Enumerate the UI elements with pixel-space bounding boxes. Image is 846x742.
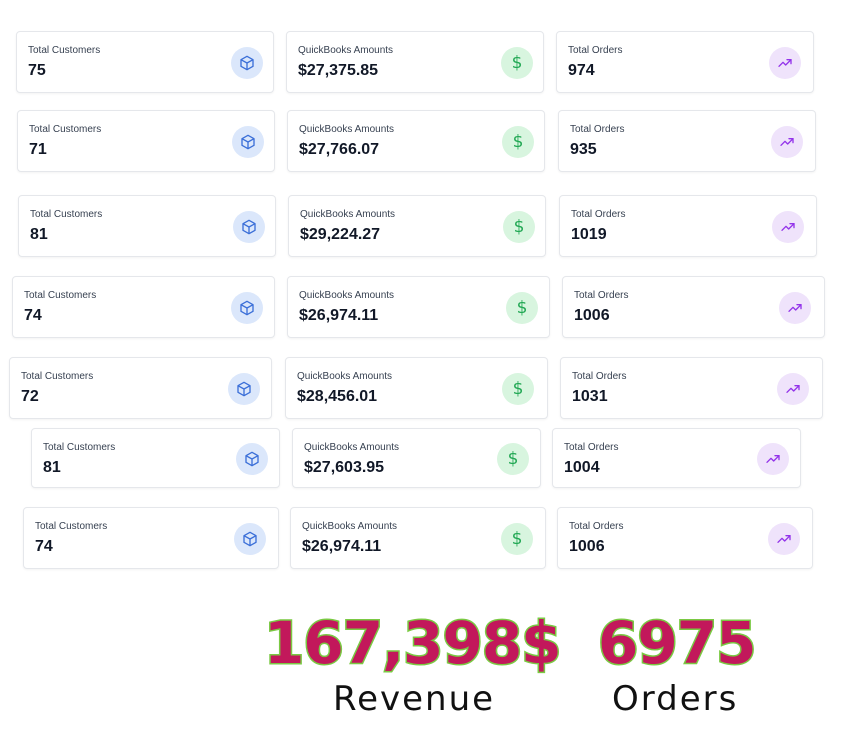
amount-card-title: QuickBooks Amounts <box>300 209 396 220</box>
customers-card-title: Total Customers <box>28 45 101 56</box>
orders-card-value: 1019 <box>571 226 607 243</box>
amount-card-value: $27,375.85 <box>298 62 379 79</box>
amount-card-value: $26,974.11 <box>302 538 382 555</box>
orders-total: 6975 <box>596 609 757 677</box>
amount-card: QuickBooks Amounts $26,974.11 $ <box>290 507 546 569</box>
orders-card-value: 1004 <box>564 459 600 476</box>
amount-card-title: QuickBooks Amounts <box>302 521 398 532</box>
customers-card-title: Total Customers <box>35 521 108 532</box>
customers-card-value: 72 <box>21 388 39 405</box>
trending-up-icon <box>768 523 800 555</box>
customers-card-title: Total Customers <box>21 371 94 382</box>
orders-card: Total Orders 1019 <box>559 195 817 257</box>
amount-card: QuickBooks Amounts $29,224.27 $ <box>288 195 546 257</box>
dollar-icon: $ <box>503 211 535 243</box>
customers-card-value: 81 <box>30 226 48 243</box>
customers-card-title: Total Customers <box>29 124 102 135</box>
customers-card: Total Customers 81 <box>31 428 280 488</box>
orders-card-title: Total Orders <box>574 290 629 301</box>
customers-card: Total Customers 75 <box>16 31 274 93</box>
orders-card-title: Total Orders <box>571 209 626 220</box>
trending-up-icon <box>771 126 803 158</box>
customers-card: Total Customers 72 <box>9 357 272 419</box>
customers-card-title: Total Customers <box>24 290 97 301</box>
customers-card-value: 74 <box>35 538 53 555</box>
orders-card-value: 1006 <box>574 307 610 324</box>
orders-card: Total Orders 1031 <box>560 357 823 419</box>
orders-card-value: 935 <box>570 141 597 158</box>
customers-card-value: 81 <box>43 459 61 476</box>
orders-card-title: Total Orders <box>568 45 623 56</box>
amount-card-title: QuickBooks Amounts <box>298 45 394 56</box>
amount-card-value: $28,456.01 <box>297 388 378 405</box>
orders-card-title: Total Orders <box>570 124 625 135</box>
customers-card-value: 71 <box>29 141 47 158</box>
customers-card: Total Customers 81 <box>18 195 276 257</box>
dollar-icon: $ <box>497 443 529 475</box>
dollar-icon: $ <box>501 47 533 79</box>
trending-up-icon <box>757 443 789 475</box>
trending-up-icon <box>779 292 811 324</box>
amount-card-title: QuickBooks Amounts <box>299 290 395 301</box>
amount-card-title: QuickBooks Amounts <box>304 442 400 453</box>
orders-card-title: Total Orders <box>569 521 624 532</box>
customers-card: Total Customers 74 <box>12 276 275 338</box>
dollar-icon: $ <box>506 292 538 324</box>
box-icon <box>236 443 268 475</box>
customers-card: Total Customers 71 <box>17 110 275 172</box>
customers-card-value: 74 <box>24 307 42 324</box>
amount-card: QuickBooks Amounts $27,766.07 $ <box>287 110 545 172</box>
orders-card: Total Orders 935 <box>558 110 816 172</box>
amount-card: QuickBooks Amounts $27,603.95 $ <box>292 428 541 488</box>
revenue-caption: Revenue <box>333 679 496 719</box>
customers-card: Total Customers 74 <box>23 507 279 569</box>
amount-card-value: $29,224.27 <box>300 226 381 243</box>
box-icon <box>231 292 263 324</box>
dollar-icon: $ <box>502 373 534 405</box>
orders-card-value: 1031 <box>572 388 608 405</box>
amount-card: QuickBooks Amounts $28,456.01 $ <box>285 357 548 419</box>
orders-card-title: Total Orders <box>572 371 627 382</box>
amount-card-value: $27,766.07 <box>299 141 380 158</box>
orders-card-value: 974 <box>568 62 595 79</box>
orders-card-title: Total Orders <box>564 442 619 453</box>
revenue-total: 167,398$ <box>263 609 564 677</box>
amount-card-value: $27,603.95 <box>304 459 385 476</box>
orders-card: Total Orders 974 <box>556 31 814 93</box>
trending-up-icon <box>777 373 809 405</box>
amount-card: QuickBooks Amounts $27,375.85 $ <box>286 31 544 93</box>
orders-card: Total Orders 1006 <box>557 507 813 569</box>
customers-card-title: Total Customers <box>30 209 103 220</box>
amount-card-value: $26,974.11 <box>299 307 379 324</box>
orders-card: Total Orders 1006 <box>562 276 825 338</box>
box-icon <box>234 523 266 555</box>
customers-card-title: Total Customers <box>43 442 116 453</box>
orders-card-value: 1006 <box>569 538 605 555</box>
orders-caption: Orders <box>612 679 739 719</box>
dollar-icon: $ <box>502 126 534 158</box>
dollar-icon: $ <box>501 523 533 555</box>
amount-card-title: QuickBooks Amounts <box>297 371 393 382</box>
amount-card: QuickBooks Amounts $26,974.11 $ <box>287 276 550 338</box>
trending-up-icon <box>769 47 801 79</box>
customers-card-value: 75 <box>28 62 46 79</box>
box-icon <box>228 373 260 405</box>
box-icon <box>233 211 265 243</box>
box-icon <box>231 47 263 79</box>
box-icon <box>232 126 264 158</box>
amount-card-title: QuickBooks Amounts <box>299 124 395 135</box>
trending-up-icon <box>772 211 804 243</box>
orders-card: Total Orders 1004 <box>552 428 801 488</box>
